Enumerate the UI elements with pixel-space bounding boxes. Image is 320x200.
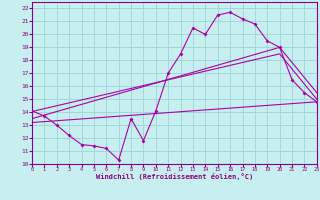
X-axis label: Windchill (Refroidissement éolien,°C): Windchill (Refroidissement éolien,°C) — [96, 173, 253, 180]
